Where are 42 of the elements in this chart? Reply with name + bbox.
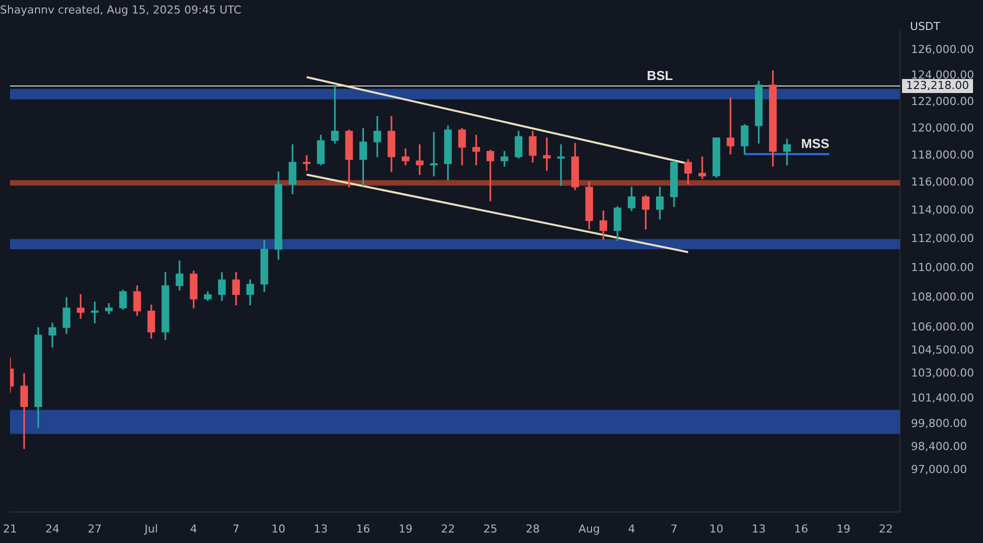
annotation: MSS [801,136,830,152]
x-tick-label: 7 [232,522,240,536]
x-tick-label: 19 [398,522,413,536]
x-tick-label: 4 [628,522,636,536]
y-tick-label: 120,000.00 [911,121,974,134]
y-tick-label: 101,400.00 [911,392,974,405]
x-tick-label: 21 [3,522,17,536]
x-tick-label: 24 [45,522,60,536]
x-tick-label: 22 [440,522,455,536]
x-tick-label: 28 [526,522,540,536]
chart-title: Shayannv created, Aug 15, 2025 09:45 UTC [0,3,242,16]
y-tick-label: 104,500.00 [911,343,974,356]
x-tick-label: Aug [578,522,600,536]
y-tick-label: 118,000.00 [911,148,974,162]
y-tick-label: 112,000.00 [911,232,974,246]
x-tick-label: 4 [190,522,198,536]
x-tick-label: Jul [144,522,158,536]
x-tick-label: 7 [670,522,678,536]
y-tick-label: 103,000.00 [911,366,974,380]
x-tick-label: 13 [314,522,328,536]
x-tick-label: 16 [794,522,808,536]
x-tick-label: 16 [356,522,370,536]
y-tick-label: 126,000.00 [911,43,974,56]
x-tick-label: 22 [878,522,893,536]
y-tick-label: 108,000.00 [911,290,974,304]
x-tick-label: 19 [836,522,851,536]
y-tick-label: 106,000.00 [911,320,974,334]
x-tick-label: 25 [483,522,498,536]
y-axis-title: USDT [910,20,941,34]
x-tick-label: 10 [709,522,724,536]
annotation: BSL [646,68,673,84]
x-tick-label: 13 [752,522,766,536]
candlestick [90,302,99,324]
y-tick-label: 114,000.00 [911,204,974,217]
y-tick-label: 122,000.00 [911,94,974,108]
y-tick-label: 99,800.00 [911,417,968,430]
y-tick-label: 98,400.00 [911,440,968,453]
y-tick-label: 97,000.00 [911,462,968,476]
y-tick-label: 116,000.00 [911,176,974,189]
x-tick-label: 10 [271,522,286,536]
y-tick-label: 110,000.00 [911,260,974,274]
x-tick-label: 27 [88,522,102,536]
